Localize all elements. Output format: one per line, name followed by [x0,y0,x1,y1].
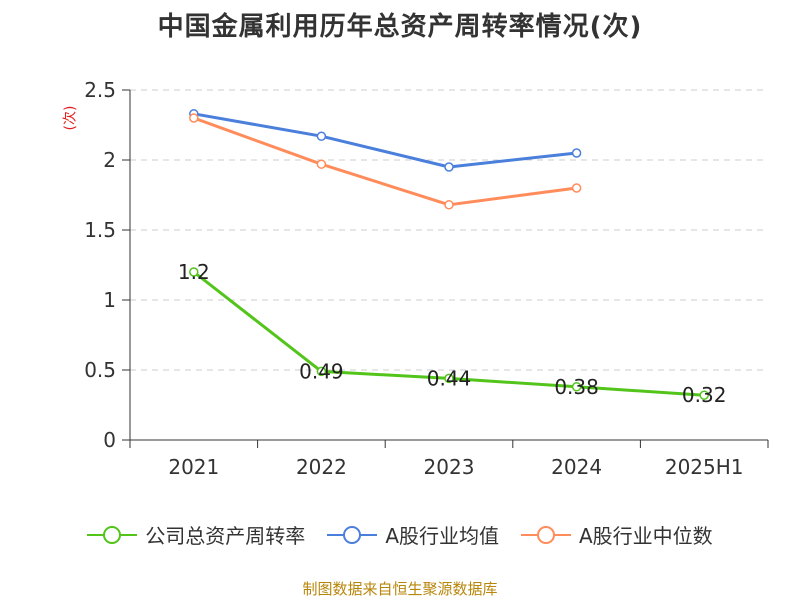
legend-marker-company [87,525,138,544]
series-line-1 [193,112,577,169]
series-group [189,109,709,400]
data-point [444,162,454,172]
data-point [316,366,327,377]
x-tick-labels: 2021 2022 2023 2024 2025H1 [168,455,743,479]
legend-item-industry-median[interactable]: A股行业中位数 [521,520,713,549]
data-point [571,148,582,158]
data-point [699,390,709,400]
data-point [571,382,582,392]
y-tick-label: 1.5 [84,218,116,242]
data-label: 0.49 [299,359,344,383]
data-point [189,113,199,123]
x-tick-label: 2025H1 [665,455,744,479]
x-tick-label: 2024 [551,455,602,479]
legend-marker-industry-mean [327,525,378,544]
y-tick-label: 0.5 [84,358,116,382]
data-point [444,373,454,384]
data-source-note: 制图数据来自恒生聚源数据库 [302,580,498,598]
x-tick-label: 2021 [168,455,219,479]
grid-lines [130,89,768,371]
data-label: 0.44 [427,366,472,390]
data-label: 0.38 [554,375,599,399]
legend-item-industry-mean[interactable]: A股行业均值 [327,520,499,549]
data-point [444,200,454,210]
axes [122,89,769,448]
y-tick-labels: 0 0.5 1 1.5 2 2.5 [84,78,116,452]
data-point [316,159,327,169]
chart-title: 中国金属利用历年总资产周转率情况(次) [157,12,643,42]
legend-item-company[interactable]: 公司总资产周转率 [87,520,305,549]
data-point [571,183,582,193]
legend: 公司总资产周转率 A股行业均值 A股行业中位数 [0,520,800,549]
legend-label-industry-mean: A股行业均值 [385,524,499,548]
y-tick-label: 1 [103,288,116,312]
data-label: 0.32 [682,383,727,407]
y-tick-label: 2 [103,148,116,172]
line-chart: 0 0.5 1 1.5 2 2.5 2021 2022 2023 2024 2025H1 1.2 0… [84,78,769,479]
y-tick-label: 2.5 [84,78,116,102]
legend-marker-industry-median [521,525,571,544]
data-point [316,131,327,141]
data-labels: 1.2 0.49 0.44 0.38 0.32 [178,260,727,407]
series-line-2 [193,116,577,207]
data-label: 1.2 [178,260,210,284]
data-point [189,267,199,277]
y-tick-label: 0 [103,428,116,452]
x-tick-label: 2023 [424,455,475,479]
legend-label-industry-median: A股行业中位数 [579,524,713,548]
legend-label-company: 公司总资产周转率 [145,524,306,548]
x-tick-label: 2022 [296,455,347,479]
